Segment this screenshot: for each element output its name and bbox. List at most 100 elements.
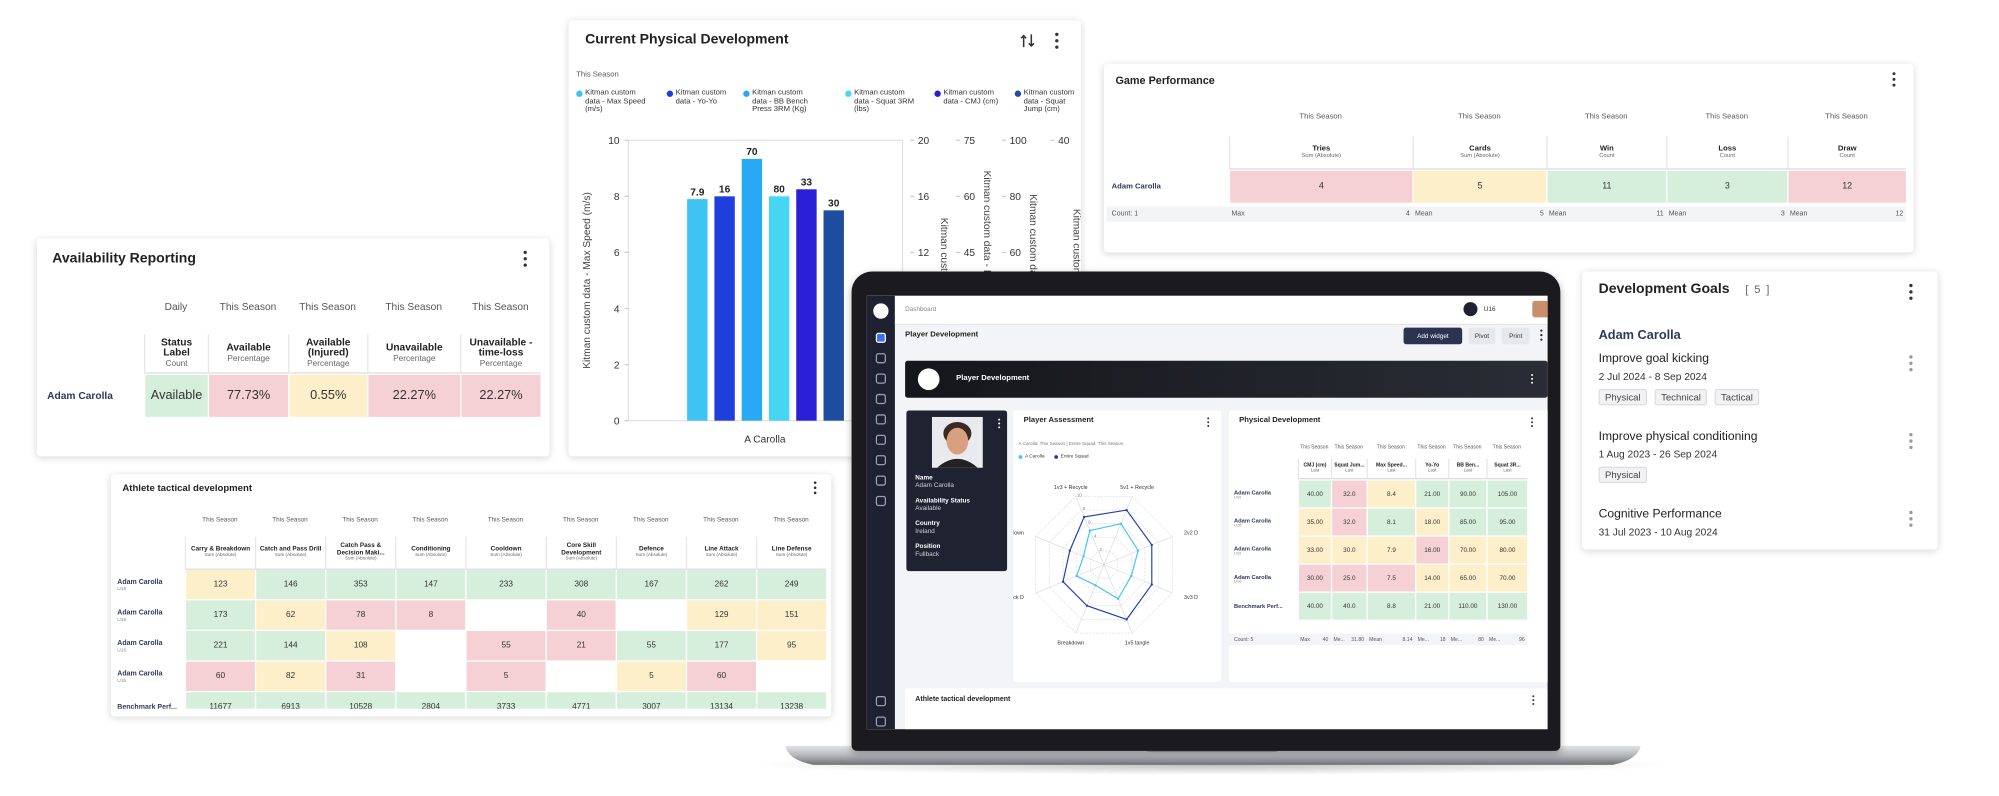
row-label: Benchmark Perf... (1234, 593, 1295, 621)
y-tick-label: 8 (614, 192, 620, 203)
nav-icon[interactable] (875, 475, 886, 486)
athlete-name: Adam Carolla (1234, 489, 1271, 496)
nav-icon[interactable] (875, 495, 886, 507)
table-cell: 40.00 (1297, 592, 1331, 621)
squad-label: U16 (117, 678, 127, 684)
nav-icon[interactable] (875, 716, 886, 727)
table-cell: 13134 (685, 692, 756, 709)
menu-button[interactable] (1530, 417, 1535, 428)
menu-button[interactable] (1531, 695, 1536, 706)
column-unit: Percentage (393, 354, 436, 364)
footer-cell: Me... 31.80 (1333, 634, 1364, 645)
athlete-name: Adam Carolla (47, 390, 113, 403)
sort-button[interactable] (1020, 33, 1035, 48)
y-tick-label: 10 (608, 136, 620, 147)
menu-dot (1540, 333, 1543, 337)
squad-label: U16 (117, 647, 127, 653)
row-label: Adam Carolla U16 (117, 631, 182, 662)
column-header: Unavailable - time-loss Percentage (460, 333, 541, 374)
table-cell: 25.0 (1330, 564, 1367, 593)
toolbar-button[interactable]: Print (1501, 327, 1530, 345)
table-cell: 70.00 (1486, 564, 1528, 593)
table-cell: 221 (184, 631, 255, 662)
table-cell: 30.00 (1297, 564, 1331, 593)
nav-icon[interactable] (875, 414, 886, 425)
table-cell: 32.0 (1330, 480, 1367, 509)
column-unit: Sum (Absolute) (565, 555, 598, 561)
column-header: Squat Jum... Last (1330, 458, 1367, 480)
footer-stat: Mean (1668, 210, 1687, 218)
table-cell (545, 661, 616, 693)
toolbar-button[interactable]: Add widget (1403, 327, 1463, 345)
nav-icon[interactable] (875, 332, 886, 343)
photo-shirt (936, 458, 978, 468)
column-unit: Count (165, 359, 188, 369)
row-label: Adam Carolla U16 (1234, 481, 1295, 509)
table-cell: 95 (755, 631, 827, 662)
table-cell: 262 (685, 569, 756, 601)
menu-button[interactable] (1530, 374, 1535, 385)
radar-point (1119, 522, 1123, 525)
menu-button[interactable] (1539, 329, 1544, 341)
radar-tick-label: 10 (1077, 492, 1082, 497)
table-cell: 21.00 (1415, 592, 1449, 621)
table-cell: 4 (1228, 170, 1413, 204)
column-unit: Percentage (307, 359, 350, 369)
menu-dot (523, 257, 527, 261)
nav-icon[interactable] (875, 696, 886, 707)
goal-dates: 31 Jul 2023 - 10 Aug 2024 (1598, 526, 1718, 538)
nav-icon[interactable] (875, 393, 886, 405)
table-cell: 32.0 (1330, 508, 1367, 537)
menu-button[interactable] (521, 250, 529, 268)
menu-button[interactable] (1907, 432, 1915, 450)
legend-label: Kitman custom data - Squat Jump (cm) (1023, 89, 1075, 114)
table-cell: 18.00 (1415, 508, 1449, 537)
menu-button[interactable] (997, 418, 1002, 429)
menu-dot (1909, 439, 1913, 443)
nav-icon[interactable] (875, 373, 886, 384)
table-cell: 80.00 (1486, 536, 1528, 565)
sidebar (866, 295, 895, 730)
legend-entry: Entire Squad (1054, 454, 1090, 462)
period-label: This Season (1299, 113, 1342, 122)
footer-count: Count: 5 (1234, 636, 1254, 643)
legend-label: Kitman custom data - CMJ (cm) (943, 89, 999, 106)
physical-card: Physical Development This Season This Seas… (1228, 410, 1548, 683)
legend-label: Kitman custom data - Squat 3RM (lbs) (854, 89, 915, 114)
menu-button[interactable] (1907, 510, 1915, 528)
goal-title: Cognitive Performance (1598, 507, 1722, 522)
column-name: Status Label (160, 336, 193, 359)
radar-axis-label: 5v1 + Recycle (1120, 485, 1154, 491)
legend-label: Kitman custom data - Yo-Yo (675, 89, 727, 106)
menu-dot (813, 481, 817, 484)
nav-icon[interactable] (875, 455, 886, 466)
user-avatar[interactable] (1532, 300, 1548, 318)
menu-button[interactable] (1907, 283, 1915, 301)
table-cell: 108 (325, 631, 396, 662)
legend-entry: Kitman custom data - CMJ (cm) (934, 89, 1005, 132)
menu-dot (1531, 417, 1534, 420)
table-cell: 77.73% (207, 374, 289, 419)
column-header: Available Percentage (207, 333, 289, 374)
menu-button[interactable] (1053, 32, 1061, 50)
radar-point (1088, 529, 1091, 532)
period-label: This Season (703, 516, 739, 524)
table-cell: 0.55% (288, 374, 368, 419)
menu-button[interactable] (1206, 417, 1211, 428)
toolbar-button[interactable]: Pivot (1468, 327, 1496, 345)
squad-label: U16 (1234, 494, 1242, 500)
goal-dates: 2 Jul 2024 - 8 Sep 2024 (1598, 370, 1707, 383)
menu-button[interactable] (812, 481, 818, 495)
nav-icon[interactable] (875, 353, 886, 364)
nav-icon[interactable] (875, 434, 886, 445)
menu-button[interactable] (1891, 71, 1898, 87)
table-cell: 30.0 (1330, 536, 1367, 565)
menu-button[interactable] (1907, 354, 1915, 372)
column-name: Loss (1718, 144, 1737, 153)
column-name: Line Attack (704, 545, 739, 553)
footer-stat: Me... (1488, 636, 1501, 643)
menu-dot (1909, 355, 1913, 359)
table-cell: 123 (184, 569, 255, 601)
menu-dot (1532, 699, 1535, 702)
column-header: Cards Sum (Absolute) (1412, 136, 1547, 170)
